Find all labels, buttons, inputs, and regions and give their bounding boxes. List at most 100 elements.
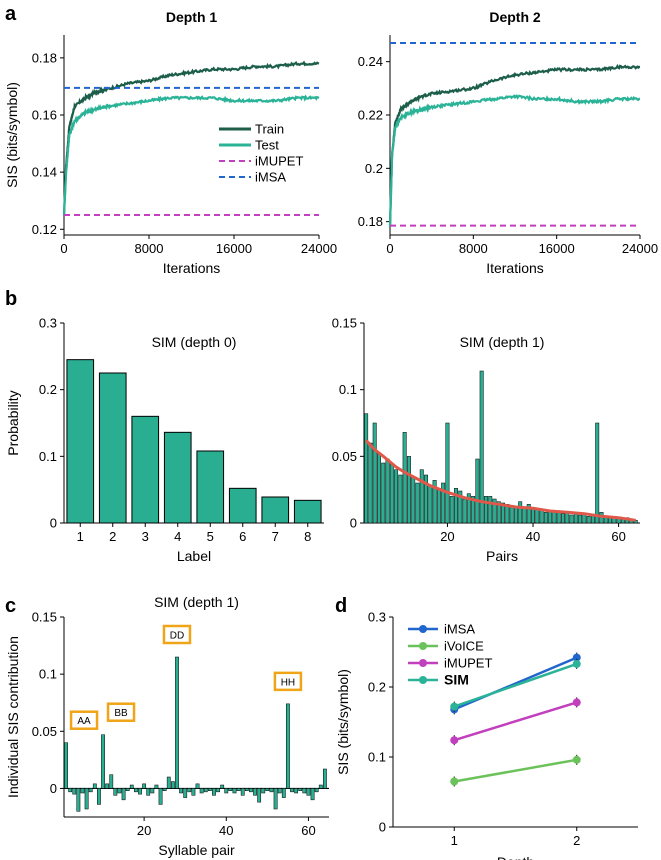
a2-test-line bbox=[388, 94, 641, 228]
b2-bar bbox=[377, 453, 381, 524]
c-bar bbox=[150, 788, 155, 794]
b2-bar bbox=[501, 502, 506, 524]
c-bar bbox=[97, 788, 101, 805]
c-x-tick-label: 40 bbox=[219, 823, 233, 838]
c-bar bbox=[232, 788, 237, 794]
d-imsa-point bbox=[572, 653, 581, 662]
pairs-histogram: 0 0.05 0.1 0.15 20 40 60 SIM (depth 1) Pairs bbox=[332, 316, 640, 564]
b2-bar bbox=[526, 504, 531, 524]
d-x-tick-label: 2 bbox=[573, 833, 580, 848]
b1-bar bbox=[261, 496, 290, 524]
c-bar bbox=[240, 788, 245, 796]
b2-title: SIM (depth 1) bbox=[460, 334, 545, 350]
a2-train-line bbox=[388, 63, 641, 228]
a1-y-tick-label: 0.14 bbox=[32, 165, 57, 180]
b2-bar bbox=[406, 456, 411, 524]
c-bar bbox=[253, 788, 257, 796]
c-bar bbox=[68, 788, 73, 793]
c-bar bbox=[257, 788, 262, 803]
d-sim-line bbox=[453, 662, 578, 708]
d-ivoice-point bbox=[450, 777, 459, 786]
c-bar bbox=[244, 788, 249, 791]
c-bar bbox=[154, 784, 159, 789]
b1-bar bbox=[293, 499, 322, 524]
c-y-tick-label: 0.15 bbox=[32, 610, 57, 625]
c-bar bbox=[109, 774, 114, 789]
b2-bar bbox=[381, 462, 386, 524]
d-y-tick-label: 0.1 bbox=[368, 750, 386, 765]
b2-bar bbox=[633, 520, 638, 524]
b2-bar bbox=[479, 370, 484, 524]
b2-bar bbox=[561, 513, 565, 524]
d-y-tick-label: 0 bbox=[379, 820, 386, 835]
c-bar bbox=[322, 768, 327, 789]
a1-train-line bbox=[62, 60, 320, 216]
c-y-tick-label: 0.05 bbox=[32, 724, 57, 739]
d-legend-marker-imupet bbox=[419, 659, 427, 667]
d-y-tick-label: 0.2 bbox=[368, 680, 386, 695]
c-bar bbox=[142, 783, 147, 789]
c-annotation-label: BB bbox=[114, 708, 128, 719]
c-bar bbox=[80, 788, 85, 794]
a1-legend-label-train: Train bbox=[255, 122, 284, 137]
b2-bar bbox=[569, 514, 574, 524]
b1-y-tick-label: 0.1 bbox=[39, 449, 57, 464]
c-bar bbox=[92, 783, 97, 789]
c-bar bbox=[64, 742, 68, 789]
c-bar bbox=[318, 784, 323, 789]
c-bar bbox=[224, 788, 229, 794]
c-bar bbox=[162, 788, 167, 791]
b2-bar bbox=[488, 496, 493, 524]
b1-bar bbox=[196, 450, 225, 524]
b2-bar bbox=[449, 496, 454, 524]
b2-bar bbox=[372, 422, 377, 524]
b2-bar bbox=[518, 501, 523, 524]
c-bar bbox=[249, 788, 253, 793]
c-bar bbox=[281, 788, 286, 798]
c-y-label: Individual SIS contribution bbox=[5, 636, 21, 798]
panel-label-a: a bbox=[5, 3, 17, 25]
c-bar bbox=[113, 788, 118, 796]
d-legend-label-ivoice: iVoICE bbox=[444, 639, 484, 654]
c-annotation-box bbox=[273, 671, 303, 692]
d-sim-point bbox=[572, 659, 581, 668]
b2-bar bbox=[475, 458, 480, 524]
b2-bar bbox=[424, 474, 429, 524]
depth2-chart: 0.18 0.2 0.22 0.24 0 8000 16000 24000 Depth 2 Ite… bbox=[358, 9, 658, 276]
a1-x-tick-label: 0 bbox=[60, 241, 67, 256]
a2-y-tick-label: 0.2 bbox=[365, 161, 383, 176]
b2-y-tick-label: 0.15 bbox=[332, 316, 357, 331]
d-imupet-point bbox=[450, 736, 459, 745]
depth0-histogram: 0 0.1 0.2 0.3 SIM (depth 0) Label Probability 1… bbox=[5, 316, 324, 564]
b2-bar bbox=[466, 493, 471, 524]
c-bar bbox=[261, 788, 266, 794]
b2-bar bbox=[389, 464, 394, 524]
c-annotation-label: HH bbox=[281, 677, 295, 688]
b1-bar bbox=[163, 431, 192, 524]
b2-bar bbox=[368, 442, 373, 524]
a1-y-tick-label: 0.16 bbox=[32, 108, 57, 123]
b2-bar bbox=[522, 506, 527, 524]
d-imupet-line bbox=[453, 701, 578, 742]
d-legend-label-sim: SIM bbox=[444, 672, 469, 688]
b1-bar bbox=[98, 372, 127, 524]
c-bar bbox=[129, 784, 134, 789]
c-bar bbox=[220, 784, 225, 789]
b1-x-tick-label: 1 bbox=[77, 529, 84, 544]
c-bar bbox=[134, 788, 138, 793]
d-x-label: Depth bbox=[497, 854, 534, 860]
sis-contribution-chart: 0 0.05 0.1 0.15 20 40 60 SIM (depth 1) Syllable … bbox=[5, 594, 329, 858]
d-y-label: SIS (bits/symbol) bbox=[335, 669, 351, 775]
b2-bar bbox=[543, 512, 548, 524]
a1-x-tick-label: 24000 bbox=[301, 241, 337, 256]
c-bar bbox=[302, 788, 307, 794]
a2-x-label: Iterations bbox=[486, 260, 544, 276]
a1-test-line bbox=[62, 94, 320, 216]
b2-x-tick-label: 40 bbox=[526, 529, 540, 544]
b2-bar bbox=[402, 432, 407, 524]
b2-bar bbox=[535, 509, 540, 524]
c-y-tick-label: 0 bbox=[50, 781, 57, 796]
c-annotation-label: AA bbox=[77, 716, 91, 727]
b2-bar bbox=[432, 480, 437, 524]
